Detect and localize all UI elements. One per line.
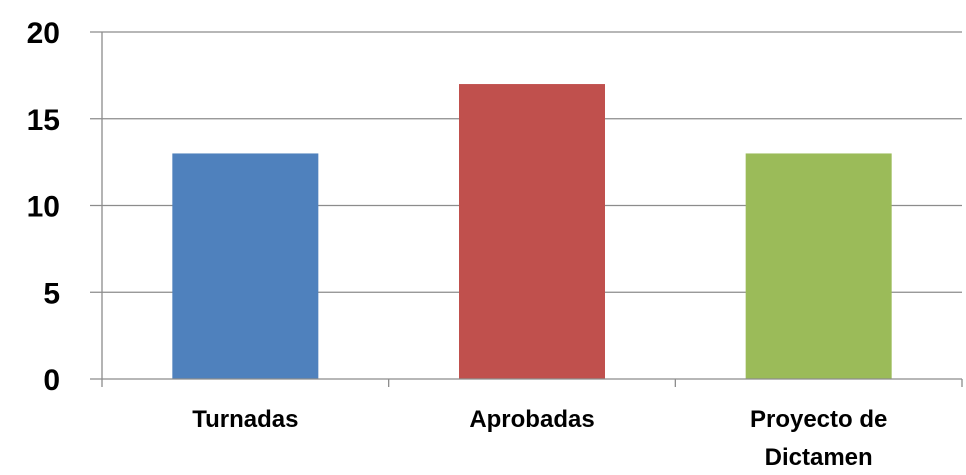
x-tick-label: Aprobadas	[469, 406, 594, 433]
y-tick-label: 10	[27, 191, 60, 224]
y-tick-label: 15	[27, 104, 60, 137]
bar-aprobadas	[459, 84, 605, 380]
bars	[172, 84, 892, 380]
y-tick-label: 20	[27, 17, 60, 50]
y-axis-tick-labels: 0 5 10 15 20	[27, 17, 60, 397]
x-tick-label: Proyecto de Dictamen	[750, 406, 887, 471]
x-tick-label: Turnadas	[192, 406, 298, 433]
x-axis	[90, 32, 963, 387]
x-tick-label-line: Dictamen	[765, 444, 873, 471]
y-tick-label: 0	[43, 364, 60, 397]
bar-turnadas	[172, 153, 319, 379]
bar-proyecto-de-dictamen	[745, 153, 892, 379]
x-tick-label-line: Turnadas	[192, 406, 298, 433]
x-tick-label-line: Aprobadas	[469, 406, 594, 433]
x-tick-label-line: Proyecto de	[750, 406, 887, 433]
y-tick-label: 5	[43, 277, 60, 310]
x-axis-tick-labels: Turnadas Aprobadas Proyecto de Dictamen	[192, 406, 887, 471]
